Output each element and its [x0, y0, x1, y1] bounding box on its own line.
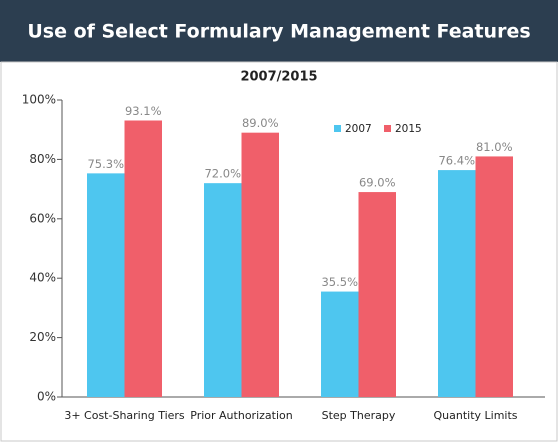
y-tick-label: 60%: [29, 211, 56, 225]
x-tick-label: Prior Authorization: [190, 409, 292, 422]
bar: [438, 170, 476, 397]
bar: [204, 183, 242, 397]
y-tick-label: 40%: [29, 271, 56, 285]
legend-swatch: [384, 125, 391, 132]
value-label: 75.3%: [87, 157, 124, 171]
bar: [321, 291, 359, 397]
x-tick-label: 3+ Cost-Sharing Tiers: [64, 409, 185, 422]
value-label: 93.1%: [125, 104, 162, 118]
y-tick-label: 80%: [29, 152, 56, 166]
x-tick-label: Step Therapy: [322, 409, 396, 422]
legend-swatch: [334, 125, 341, 132]
legend-label: 2007: [345, 123, 372, 135]
y-tick-label: 100%: [22, 93, 56, 107]
chart-subtitle: 2007/2015: [240, 70, 317, 85]
bar: [241, 132, 279, 398]
header-band: [0, 0, 558, 62]
x-tick-label: Quantity Limits: [433, 409, 517, 422]
value-label: 81.0%: [476, 140, 513, 154]
value-label: 69.0%: [359, 176, 396, 190]
y-tick-label: 0%: [37, 390, 56, 404]
y-tick-label: 20%: [29, 330, 56, 344]
value-label: 76.4%: [438, 154, 475, 168]
value-label: 89.0%: [242, 116, 279, 130]
value-label: 72.0%: [204, 167, 241, 181]
bar: [87, 173, 125, 397]
value-label: 35.5%: [321, 275, 358, 289]
chart-title: Use of Select Formulary Management Featu…: [27, 21, 530, 43]
legend-label: 2015: [395, 123, 422, 135]
bar: [358, 192, 396, 397]
bar: [124, 120, 162, 398]
bar: [475, 156, 513, 397]
